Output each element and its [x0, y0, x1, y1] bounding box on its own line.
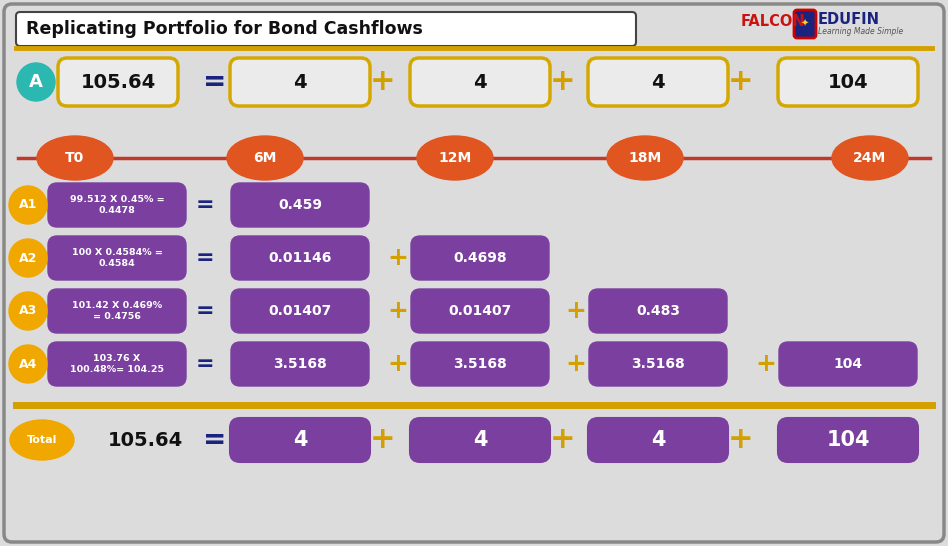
Text: 4: 4: [293, 430, 307, 450]
Text: 0.01407: 0.01407: [448, 304, 512, 318]
FancyBboxPatch shape: [778, 418, 918, 462]
Text: +: +: [550, 68, 575, 97]
FancyBboxPatch shape: [589, 342, 727, 386]
Ellipse shape: [832, 136, 908, 180]
Ellipse shape: [417, 136, 493, 180]
Text: FALCON: FALCON: [741, 15, 806, 29]
FancyBboxPatch shape: [231, 183, 369, 227]
Text: =: =: [195, 248, 214, 268]
Text: 0.01146: 0.01146: [268, 251, 332, 265]
FancyBboxPatch shape: [231, 236, 369, 280]
Text: Replicating Portfolio for Bond Cashflows: Replicating Portfolio for Bond Cashflows: [26, 20, 423, 38]
FancyBboxPatch shape: [589, 289, 727, 333]
Ellipse shape: [37, 136, 113, 180]
Text: +: +: [370, 425, 396, 454]
FancyBboxPatch shape: [411, 289, 549, 333]
FancyBboxPatch shape: [410, 58, 550, 106]
Text: ✦: ✦: [801, 19, 809, 29]
Ellipse shape: [227, 136, 303, 180]
Text: +: +: [388, 299, 409, 323]
FancyBboxPatch shape: [411, 342, 549, 386]
Circle shape: [9, 345, 47, 383]
Text: 3.5168: 3.5168: [453, 357, 507, 371]
Text: +: +: [728, 68, 754, 97]
FancyBboxPatch shape: [58, 58, 178, 106]
FancyBboxPatch shape: [48, 342, 186, 386]
FancyBboxPatch shape: [230, 58, 370, 106]
Text: 4: 4: [293, 73, 307, 92]
Text: 100 X 0.4584% =
0.4584: 100 X 0.4584% = 0.4584: [71, 248, 162, 268]
Circle shape: [9, 239, 47, 277]
Text: 4: 4: [651, 73, 665, 92]
Text: 24M: 24M: [853, 151, 886, 165]
Circle shape: [9, 186, 47, 224]
Text: 3.5168: 3.5168: [631, 357, 684, 371]
Text: +: +: [566, 299, 587, 323]
Ellipse shape: [607, 136, 683, 180]
Text: 4: 4: [650, 430, 665, 450]
Text: 104: 104: [833, 357, 863, 371]
Text: +: +: [388, 352, 409, 376]
Text: +: +: [388, 246, 409, 270]
FancyBboxPatch shape: [588, 418, 728, 462]
FancyBboxPatch shape: [4, 4, 944, 542]
FancyBboxPatch shape: [16, 12, 636, 46]
FancyBboxPatch shape: [231, 289, 369, 333]
Text: A3: A3: [19, 305, 37, 318]
FancyBboxPatch shape: [230, 418, 370, 462]
FancyBboxPatch shape: [779, 342, 917, 386]
FancyBboxPatch shape: [794, 10, 816, 38]
Text: =: =: [195, 195, 214, 215]
Text: 0.483: 0.483: [636, 304, 680, 318]
Circle shape: [9, 292, 47, 330]
FancyBboxPatch shape: [411, 236, 549, 280]
Text: 6M: 6M: [253, 151, 277, 165]
Text: 0.459: 0.459: [278, 198, 322, 212]
Text: =: =: [203, 426, 227, 454]
Text: +: +: [566, 352, 587, 376]
Text: EDUFIN: EDUFIN: [818, 13, 880, 27]
FancyBboxPatch shape: [410, 418, 550, 462]
Text: A2: A2: [19, 252, 37, 264]
Text: +: +: [756, 352, 776, 376]
Text: 0.01407: 0.01407: [268, 304, 332, 318]
Text: 0.4698: 0.4698: [453, 251, 507, 265]
Text: +: +: [370, 68, 396, 97]
Text: 3.5168: 3.5168: [273, 357, 327, 371]
Circle shape: [17, 63, 55, 101]
FancyBboxPatch shape: [778, 58, 918, 106]
Text: 101.42 X 0.469%
= 0.4756: 101.42 X 0.469% = 0.4756: [72, 301, 162, 321]
Text: Total: Total: [27, 435, 57, 445]
FancyBboxPatch shape: [231, 342, 369, 386]
Text: 18M: 18M: [629, 151, 662, 165]
FancyBboxPatch shape: [48, 236, 186, 280]
Text: 4: 4: [473, 430, 487, 450]
Ellipse shape: [10, 420, 74, 460]
Text: A4: A4: [19, 358, 37, 371]
Text: 104: 104: [828, 73, 868, 92]
Text: +: +: [550, 425, 575, 454]
FancyBboxPatch shape: [48, 289, 186, 333]
Text: 4: 4: [473, 73, 487, 92]
Text: =: =: [203, 68, 227, 96]
Text: +: +: [728, 425, 754, 454]
Text: 104: 104: [827, 430, 869, 450]
Text: 105.64: 105.64: [81, 73, 155, 92]
Text: 99.512 X 0.45% =
0.4478: 99.512 X 0.45% = 0.4478: [70, 195, 164, 215]
Text: Learning Made Simple: Learning Made Simple: [818, 27, 903, 35]
FancyBboxPatch shape: [588, 58, 728, 106]
Text: 105.64: 105.64: [107, 430, 183, 449]
Text: A1: A1: [19, 199, 37, 211]
Text: =: =: [195, 301, 214, 321]
Text: 103.76 X
100.48%= 104.25: 103.76 X 100.48%= 104.25: [70, 354, 164, 374]
Text: =: =: [195, 354, 214, 374]
FancyBboxPatch shape: [48, 183, 186, 227]
Text: T0: T0: [65, 151, 84, 165]
Text: 12M: 12M: [438, 151, 471, 165]
Text: A: A: [29, 73, 43, 91]
